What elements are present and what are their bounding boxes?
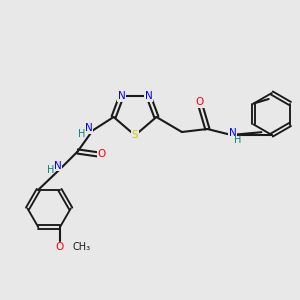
Text: S: S — [132, 130, 138, 140]
Text: CH₃: CH₃ — [73, 242, 91, 252]
Text: H: H — [234, 135, 242, 146]
Text: N: N — [229, 128, 237, 139]
Text: N: N — [118, 91, 125, 101]
Text: N: N — [54, 160, 61, 171]
Text: N: N — [145, 91, 152, 101]
Text: N: N — [85, 123, 93, 133]
Text: O: O — [98, 149, 106, 160]
Text: H: H — [47, 165, 54, 176]
Text: H: H — [78, 129, 86, 139]
Text: O: O — [56, 242, 64, 252]
Text: O: O — [196, 97, 204, 107]
